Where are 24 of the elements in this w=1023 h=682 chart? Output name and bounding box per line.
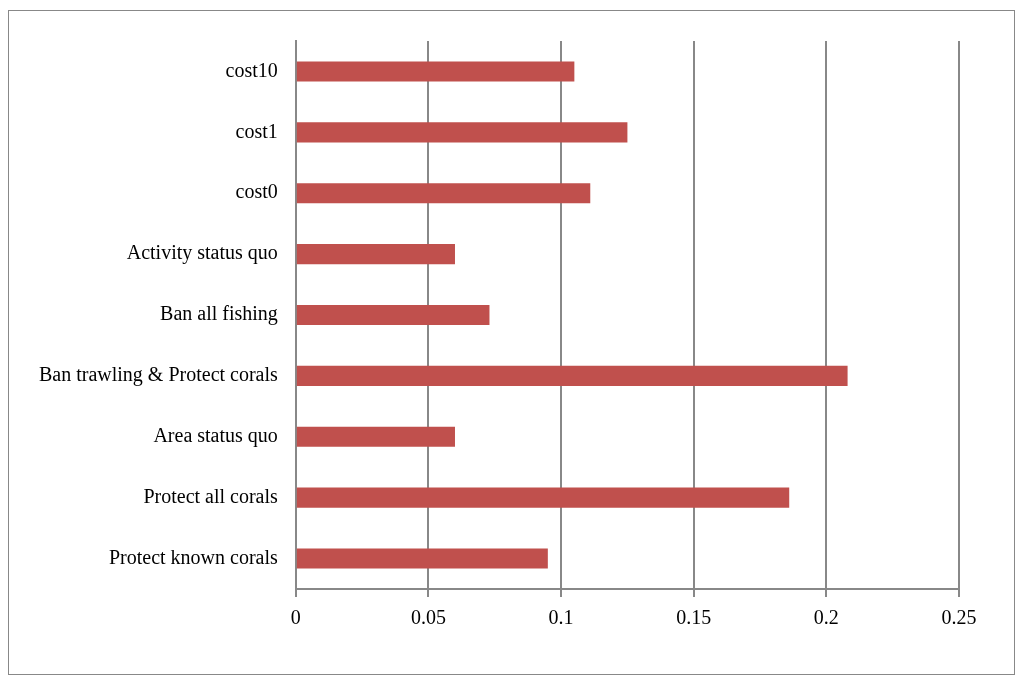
x-tick-label: 0.1 [548,606,574,629]
y-tick-label: cost1 [235,119,278,142]
x-tick-label: 0.2 [813,606,839,629]
bar [296,244,455,265]
bar [296,487,790,508]
x-tick-label: 0.25 [941,606,977,629]
y-tick-label: Protect known corals [108,545,279,568]
y-tick-label: Activity status quo [126,241,278,265]
bar [296,304,490,326]
x-tick-label: 0.15 [676,606,712,629]
bar [296,426,455,447]
x-tick-label: 0 [290,606,301,629]
bar [296,183,591,204]
bar [296,61,575,82]
y-tick-label: cost0 [235,180,278,203]
y-tick-label: cost10 [225,58,278,81]
bar [296,548,548,569]
bar [296,122,628,143]
y-tick-label: Ban all fishing [160,302,278,326]
bar [296,365,848,386]
y-tick-label: Ban trawling & Protect corals [39,363,279,387]
x-tick-label: 0.05 [410,606,446,629]
y-tick-label: Area status quo [153,424,278,448]
y-tick-label: Protect all corals [143,484,279,507]
